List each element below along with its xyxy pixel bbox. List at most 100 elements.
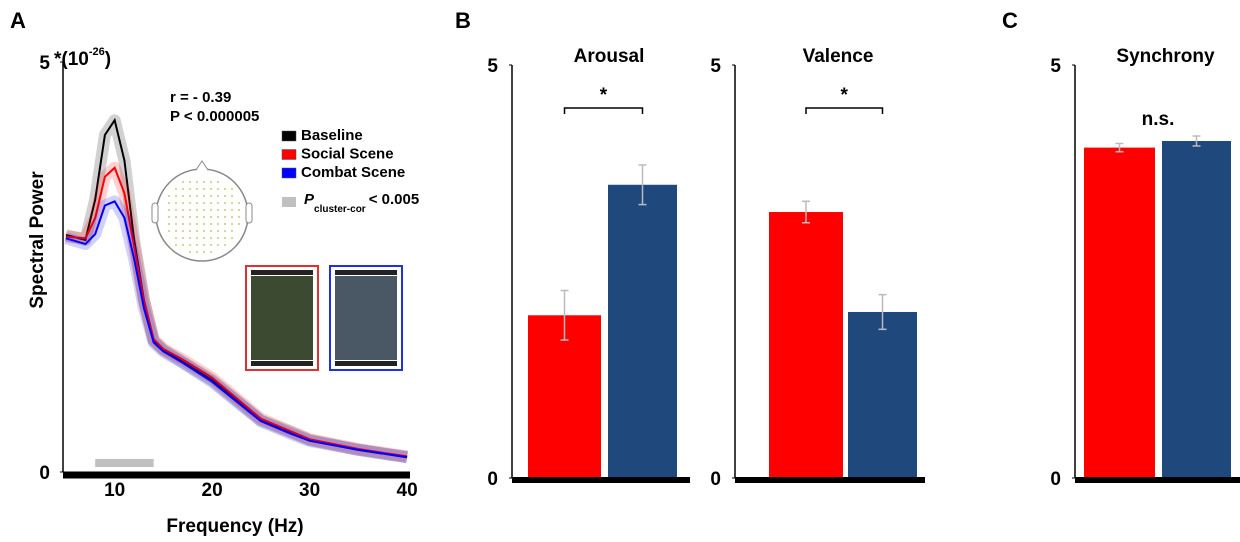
electrode bbox=[203, 202, 205, 204]
electrode bbox=[224, 237, 226, 239]
electrode bbox=[231, 195, 233, 197]
electrode bbox=[231, 216, 233, 218]
electrode bbox=[196, 216, 198, 218]
electrode bbox=[175, 216, 177, 218]
electrode bbox=[203, 181, 205, 183]
electrode bbox=[224, 223, 226, 225]
electrode bbox=[189, 188, 191, 190]
electrode bbox=[182, 181, 184, 183]
electrode bbox=[168, 223, 170, 225]
electrode bbox=[231, 209, 233, 211]
electrode bbox=[189, 181, 191, 183]
electrode bbox=[182, 223, 184, 225]
legend-label: Baseline bbox=[301, 127, 363, 144]
stat-annotation: r = - 0.39 bbox=[170, 89, 231, 106]
electrode bbox=[196, 237, 198, 239]
electrode bbox=[175, 209, 177, 211]
electrode bbox=[210, 237, 212, 239]
bar bbox=[769, 212, 843, 478]
electrode bbox=[238, 202, 240, 204]
electrode bbox=[168, 195, 170, 197]
electrode bbox=[175, 188, 177, 190]
bar bbox=[848, 312, 917, 478]
panel-label: B bbox=[455, 8, 471, 33]
electrode bbox=[196, 195, 198, 197]
chart-title: Valence bbox=[803, 46, 874, 67]
electrode bbox=[238, 223, 240, 225]
electrode bbox=[182, 188, 184, 190]
head-map bbox=[152, 161, 252, 261]
electrode bbox=[217, 181, 219, 183]
electrode bbox=[182, 209, 184, 211]
electrode bbox=[224, 230, 226, 232]
p-text: < 0.005 bbox=[369, 191, 419, 208]
electrode bbox=[203, 237, 205, 239]
electrode bbox=[224, 244, 226, 246]
panel-label: C bbox=[1002, 8, 1018, 33]
electrode bbox=[175, 202, 177, 204]
electrode bbox=[210, 251, 212, 253]
electrode bbox=[217, 202, 219, 204]
y-tick-label: 5 bbox=[487, 56, 498, 77]
electrode bbox=[217, 209, 219, 211]
figure: 0510203040*(10-26)Frequency (Hz)Spectral… bbox=[0, 0, 1240, 542]
electrode bbox=[189, 230, 191, 232]
electrode bbox=[203, 251, 205, 253]
x-axis-label: Frequency (Hz) bbox=[166, 516, 303, 537]
panel-label: A bbox=[10, 8, 26, 33]
electrode bbox=[231, 188, 233, 190]
legend-label: Combat Scene bbox=[301, 164, 405, 181]
y-tick-label: 0 bbox=[710, 469, 721, 490]
electrode bbox=[182, 202, 184, 204]
electrode bbox=[231, 202, 233, 204]
electrode bbox=[196, 188, 198, 190]
electrode bbox=[231, 223, 233, 225]
electrode bbox=[175, 230, 177, 232]
y-tick-label: 0 bbox=[1050, 469, 1061, 490]
electrode bbox=[196, 230, 198, 232]
electrode bbox=[210, 216, 212, 218]
y-tick-label: 5 bbox=[1050, 56, 1061, 77]
x-tick-label: 40 bbox=[397, 480, 418, 501]
electrode bbox=[203, 195, 205, 197]
y-unit-prefix: *(10 bbox=[54, 49, 89, 70]
electrode bbox=[224, 195, 226, 197]
electrode bbox=[182, 237, 184, 239]
electrode bbox=[217, 188, 219, 190]
electrode bbox=[217, 223, 219, 225]
electrode bbox=[210, 195, 212, 197]
electrode bbox=[189, 209, 191, 211]
electrode bbox=[203, 244, 205, 246]
electrode bbox=[203, 216, 205, 218]
p-subscript: cluster-cor bbox=[314, 204, 366, 215]
significance-bar bbox=[95, 459, 153, 467]
electrode bbox=[189, 251, 191, 253]
electrode bbox=[175, 244, 177, 246]
electrode bbox=[210, 188, 212, 190]
electrode bbox=[217, 216, 219, 218]
bar bbox=[1162, 141, 1231, 478]
electrode bbox=[189, 195, 191, 197]
y-tick-label: 5 bbox=[710, 56, 721, 77]
electrode bbox=[168, 209, 170, 211]
electrode bbox=[231, 237, 233, 239]
stat-annotation: P < 0.000005 bbox=[170, 108, 259, 125]
electrode bbox=[175, 195, 177, 197]
electrode bbox=[203, 223, 205, 225]
electrode bbox=[217, 244, 219, 246]
electrode bbox=[210, 230, 212, 232]
x-tick-label: 10 bbox=[104, 480, 125, 501]
electrode bbox=[196, 223, 198, 225]
legend-swatch bbox=[282, 150, 296, 160]
electrode bbox=[203, 209, 205, 211]
electrode bbox=[238, 216, 240, 218]
electrode bbox=[210, 209, 212, 211]
electrode bbox=[210, 202, 212, 204]
significance-bracket bbox=[565, 108, 643, 114]
legend-swatch bbox=[282, 168, 296, 178]
electrode bbox=[217, 237, 219, 239]
electrode bbox=[168, 202, 170, 204]
legend-swatch bbox=[282, 197, 296, 207]
significance-label: * bbox=[600, 85, 608, 106]
electrode bbox=[182, 216, 184, 218]
